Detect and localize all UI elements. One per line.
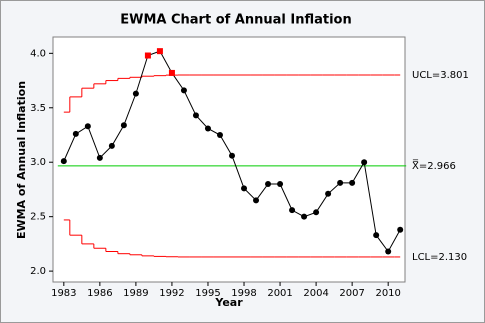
ucl-label: UCL=3.801: [412, 70, 469, 81]
ewma-point: [397, 226, 404, 233]
ewma-point: [120, 122, 127, 129]
y-tick-label: 2.5: [30, 212, 46, 223]
x-tick-label: 1992: [159, 288, 184, 299]
ewma-point: [253, 197, 260, 204]
ewma-point: [132, 90, 139, 97]
ewma-point: [385, 248, 392, 255]
x-tick-label: 1986: [87, 288, 112, 299]
x-tick-label: 2010: [375, 288, 400, 299]
center-label: X̿=2.966: [412, 158, 456, 172]
ewma-point: [241, 185, 248, 192]
ewma-point: [84, 123, 91, 130]
ewma-point: [349, 179, 356, 186]
ewma-point: [204, 125, 211, 132]
ewma-point: [96, 154, 103, 161]
ewma-point: [289, 207, 296, 214]
ewma-point: [361, 159, 368, 166]
lcl-label: LCL=2.130: [412, 252, 467, 263]
out-of-control-point: [156, 48, 163, 55]
x-axis-label: Year: [214, 296, 243, 309]
chart-title: EWMA Chart of Annual Inflation: [120, 13, 352, 28]
x-tick-label: 1998: [231, 288, 256, 299]
ewma-point: [313, 209, 320, 216]
ewma-point: [373, 232, 380, 239]
ewma-point: [337, 179, 344, 186]
y-axis-label: EWMA of Annual Inflation: [15, 81, 28, 239]
ewma-point: [277, 181, 284, 187]
y-tick-label: 4.0: [30, 48, 46, 59]
x-tick-label: 2004: [303, 288, 328, 299]
out-of-control-point: [168, 69, 175, 76]
x-tick-label: 2001: [267, 288, 292, 299]
ewma-point: [108, 142, 115, 149]
x-tick-label: 1995: [195, 288, 220, 299]
ewma-point: [180, 87, 187, 94]
plot-area: [52, 36, 406, 283]
ewma-point: [72, 130, 79, 137]
ewma-point: [216, 132, 223, 138]
y-tick-label: 3.0: [30, 157, 46, 168]
x-tick-label: 1983: [51, 288, 76, 299]
x-tick-label: 2007: [339, 288, 364, 299]
y-tick-label: 2.0: [30, 266, 46, 277]
ewma-point: [60, 158, 67, 165]
ewma-point: [301, 213, 308, 220]
y-tick-label: 3.5: [30, 103, 46, 114]
ewma-point: [229, 152, 236, 159]
ewma-point: [265, 181, 272, 187]
ewma-point: [325, 190, 332, 197]
ewma-point: [192, 112, 199, 119]
out-of-control-point: [144, 52, 151, 59]
x-tick-label: 1989: [123, 288, 148, 299]
